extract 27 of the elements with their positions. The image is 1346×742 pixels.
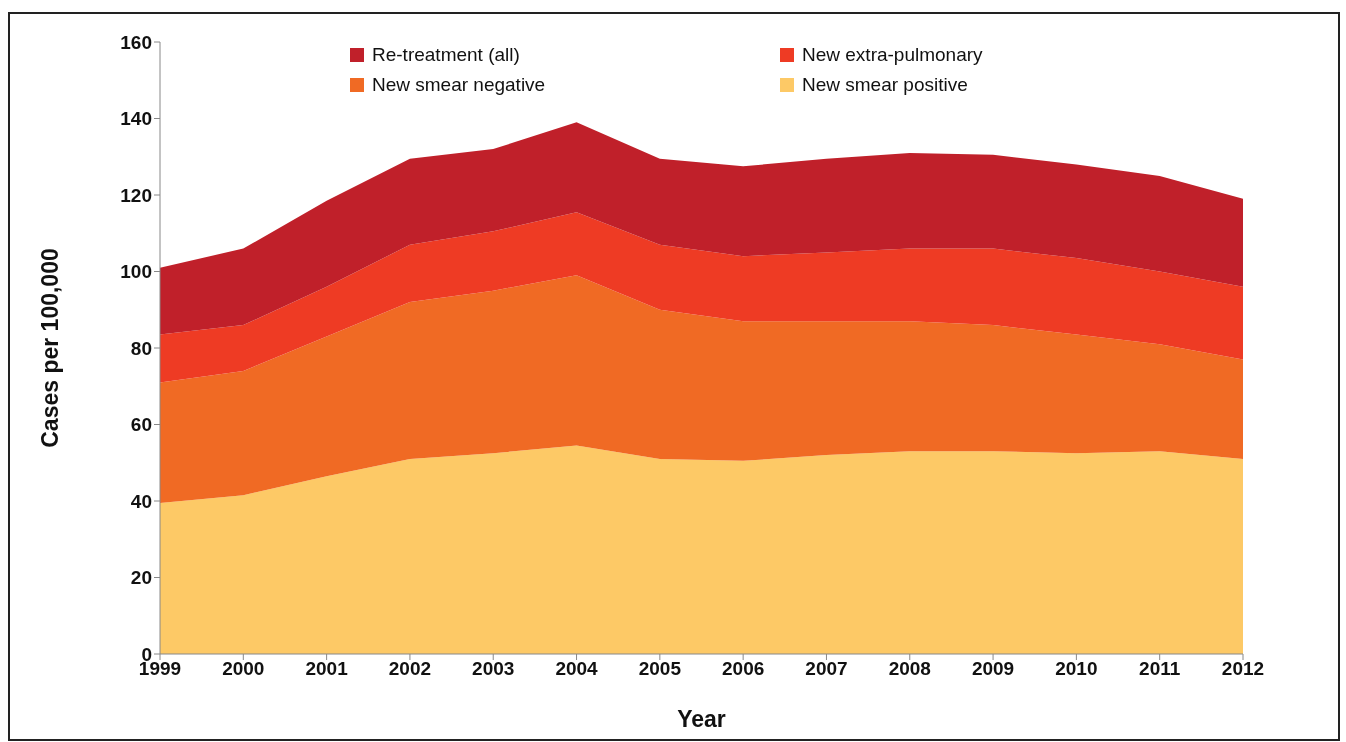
legend-label: New extra-pulmonary — [802, 44, 983, 66]
x-tick-label: 2008 — [888, 658, 931, 680]
x-tick-label: 2003 — [472, 658, 515, 680]
y-tick-label: 20 — [130, 567, 152, 589]
x-tick-label: 2000 — [222, 658, 265, 680]
x-tick-label: 2009 — [971, 658, 1015, 680]
x-tick-label: 2012 — [1221, 658, 1265, 680]
x-tick-label: 2005 — [638, 658, 682, 680]
y-tick-label: 140 — [120, 108, 152, 130]
x-tick-label: 2010 — [1055, 658, 1098, 680]
x-axis-title: Year — [677, 706, 726, 732]
x-tick-label: 2004 — [555, 658, 599, 680]
y-axis-title: Cases per 100,000 — [37, 248, 64, 448]
legend-label: New smear positive — [802, 74, 968, 96]
x-tick-label: 2001 — [305, 658, 349, 680]
y-tick-label: 80 — [130, 337, 152, 359]
x-tick-label: 2007 — [805, 658, 848, 680]
x-tick-label: 2002 — [388, 658, 432, 680]
y-tick-label: 40 — [130, 490, 152, 512]
y-tick-label: 160 — [120, 31, 152, 53]
x-tick-label: 2011 — [1139, 658, 1181, 680]
y-tick-label: 60 — [130, 414, 152, 436]
y-tick-label: 100 — [120, 261, 152, 283]
y-tick-label: 120 — [120, 184, 152, 206]
x-tick-label: 2006 — [722, 658, 765, 680]
legend-label: New smear negative — [372, 74, 546, 96]
legend-label: Re-treatment (all) — [372, 44, 520, 66]
